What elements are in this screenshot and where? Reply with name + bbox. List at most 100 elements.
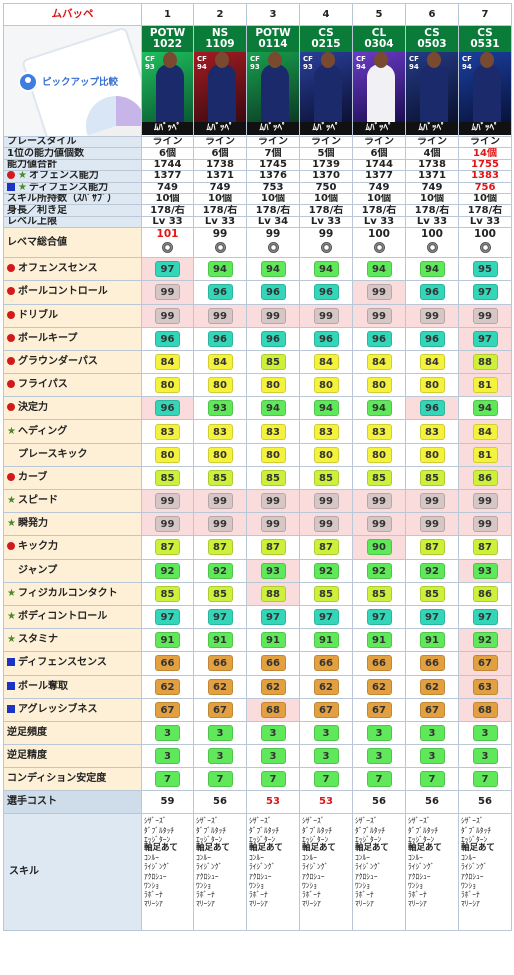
stat-value: 66: [246, 651, 300, 676]
card-type: CL 0304: [353, 26, 405, 52]
stat-label: キック力: [3, 535, 142, 560]
player-photo[interactable]: CF 94: [194, 52, 246, 122]
stat-badge: 83: [366, 423, 392, 440]
stat-badge: 99: [313, 307, 339, 324]
extra-value: 3: [193, 720, 247, 746]
overall-label: レベマ総合値: [3, 227, 142, 259]
stat-badge: 91: [313, 632, 339, 649]
stat-badge: 96: [260, 284, 286, 301]
stat-value: 66: [405, 651, 459, 676]
stat-label: ボールキープ: [3, 326, 142, 351]
skill-list: ｼｻﾞｰｽﾞ ﾀﾞﾌﾞﾙﾀｯﾁ ｴｯｼﾞﾀｰﾝ 軸足あて ｺﾝﾙｰ ﾗｲｼﾞﾝｸﾞ ｱｸﾛｼ…: [299, 813, 353, 932]
stat-badge: 80: [207, 377, 233, 394]
stat-badge: 84: [313, 353, 339, 370]
info-value: 10個: [193, 192, 247, 206]
extra-badge: 7: [419, 771, 445, 788]
info-value: 10個: [299, 192, 353, 206]
stat-badge: 94: [260, 261, 286, 278]
cost-value: 56: [193, 790, 247, 815]
player-photo[interactable]: CF 94: [353, 52, 405, 122]
stat-label: ジャンプ: [3, 558, 142, 583]
stat-badge: 66: [313, 655, 339, 672]
stat-label: ボールコントロール: [3, 280, 142, 305]
skill-item: ｱｸﾛｼｭｰ: [408, 871, 431, 881]
stat-badge: 91: [419, 632, 445, 649]
stat-badge: 84: [366, 353, 392, 370]
info-value: 10個: [352, 192, 406, 206]
skill-item: ｴｯｼﾞﾀｰﾝ: [355, 834, 382, 844]
stat-value: 80: [405, 442, 459, 467]
skill-item: ﾗｲｼﾞﾝｸﾞ: [355, 862, 382, 872]
skill-item: ｴｯｼﾞﾀｰﾝ: [461, 834, 488, 844]
star-icon: ★: [7, 495, 16, 507]
card-name: ﾑﾊﾞｯﾍﾟ: [459, 122, 511, 135]
stat-label: ★ スピード: [3, 488, 142, 514]
star-icon: ★: [7, 611, 16, 623]
stat-value: 94: [458, 396, 512, 421]
stat-value: 99: [405, 512, 459, 537]
stat-badge: 83: [207, 423, 233, 440]
stat-label: カーブ: [3, 465, 142, 491]
cost-value: 56: [458, 790, 512, 815]
player-photo[interactable]: CF 94: [459, 52, 511, 122]
stat-value: 84: [193, 349, 247, 375]
player-photo[interactable]: CF 93: [247, 52, 299, 122]
blue-square-icon: [7, 658, 15, 667]
stat-value: 99: [405, 303, 459, 328]
stat-value: 67: [141, 697, 194, 722]
stat-value: 66: [299, 651, 353, 676]
stat-value: 85: [299, 581, 353, 606]
stat-badge: 62: [155, 678, 180, 695]
skill-item: ｼｻﾞｰｽﾞ: [355, 816, 378, 826]
stat-value: 91: [193, 628, 247, 653]
extra-value: 3: [299, 720, 353, 746]
stat-badge: 68: [260, 701, 286, 718]
stat-badge: 80: [313, 377, 339, 394]
stat-badge: 87: [313, 539, 339, 556]
stat-value: 97: [458, 604, 512, 630]
stat-value: 88: [246, 581, 300, 606]
player-photo[interactable]: CF 93: [142, 52, 193, 122]
row-label: レベル上限: [3, 215, 142, 229]
stat-badge: 83: [155, 423, 180, 440]
player-card-1: POTW 1022 CF 93 ﾑﾊﾞｯﾍﾟ: [141, 25, 194, 137]
extra-badge: 3: [419, 748, 445, 765]
red-dot-icon: [7, 333, 15, 342]
stat-badge: 99: [313, 516, 339, 533]
stat-badge: 96: [366, 330, 392, 347]
extra-badge: 3: [207, 724, 233, 741]
info-value: Lv 33: [299, 215, 353, 229]
stat-value: 97: [141, 257, 194, 282]
stat-value: 97: [299, 604, 353, 630]
stat-badge: 94: [419, 261, 445, 278]
skill-item: ｱｸﾛｼｭｰ: [461, 871, 484, 881]
column-number-cell: 4: [299, 3, 353, 26]
skill-item: ｼｻﾞｰｽﾞ: [408, 816, 431, 826]
stat-badge: 96: [207, 330, 233, 347]
skill-item: ｱｸﾛｼｭｰ: [355, 871, 378, 881]
stat-badge: 97: [472, 330, 498, 347]
info-value: 178/右: [141, 204, 194, 217]
stat-value: 99: [141, 512, 194, 537]
stat-badge: 85: [419, 469, 445, 486]
stat-badge: 88: [260, 585, 286, 602]
stat-value: 80: [193, 373, 247, 398]
stat-badge: 99: [155, 493, 180, 510]
player-photo[interactable]: CF 94: [406, 52, 458, 122]
column-number: 2: [216, 8, 224, 20]
skill-item: ｺﾝﾙｰ: [302, 853, 317, 863]
stat-value: 67: [352, 697, 406, 722]
player-photo[interactable]: CF 93: [300, 52, 352, 122]
info-value: ライン: [352, 135, 406, 149]
extra-value: 3: [246, 720, 300, 746]
level-coin-icon: [267, 241, 279, 253]
level-coin-icon: [214, 241, 226, 253]
extra-badge: 3: [472, 724, 498, 741]
info-value: 1377: [352, 170, 406, 183]
skill-item: ﾏﾘｰｼｱ: [355, 899, 374, 909]
stat-badge: 80: [419, 377, 445, 394]
stat-badge: 87: [207, 539, 233, 556]
column-number: 4: [322, 8, 330, 20]
stat-value: 83: [352, 419, 406, 444]
extra-label: コンディション安定度: [3, 767, 142, 792]
